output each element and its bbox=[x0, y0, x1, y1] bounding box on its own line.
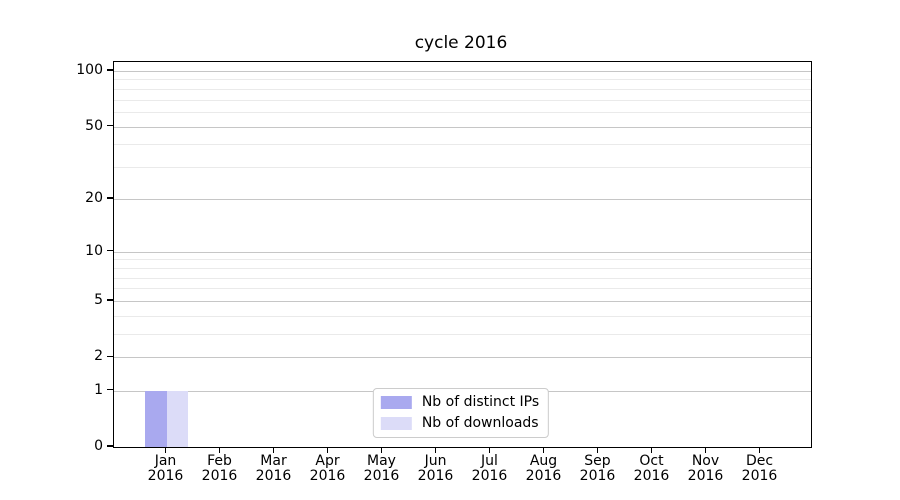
gridline-major bbox=[114, 357, 811, 359]
gridline-minor bbox=[114, 288, 811, 290]
y-tick bbox=[107, 388, 113, 391]
x-tick-label: Oct 2016 bbox=[633, 453, 670, 484]
y-tick-label: 2 bbox=[94, 348, 103, 365]
y-tick-label: 50 bbox=[85, 117, 103, 134]
bar bbox=[166, 390, 188, 447]
x-tick bbox=[326, 447, 329, 453]
y-tick-label: 20 bbox=[85, 189, 103, 206]
gridline-major bbox=[114, 251, 811, 253]
gridline-minor bbox=[114, 315, 811, 317]
y-tick bbox=[107, 299, 113, 301]
legend: Nb of distinct IPs Nb of downloads bbox=[372, 388, 550, 438]
y-tick-label: 100 bbox=[76, 62, 103, 78]
y-tick bbox=[107, 69, 113, 71]
gridline-minor bbox=[114, 88, 811, 90]
gridline-minor bbox=[114, 277, 811, 279]
legend-swatch bbox=[380, 396, 412, 409]
x-tick bbox=[434, 447, 437, 453]
x-tick-label: Feb 2016 bbox=[201, 453, 238, 484]
gridline-minor bbox=[114, 112, 811, 114]
legend-label: Nb of distinct IPs bbox=[421, 394, 540, 410]
legend-item: Nb of distinct IPs bbox=[380, 393, 540, 412]
x-tick-label: Dec 2016 bbox=[741, 453, 778, 484]
y-tick bbox=[107, 124, 113, 127]
x-tick-label: May 2016 bbox=[363, 453, 400, 484]
x-tick-label: Jan 2016 bbox=[147, 453, 184, 484]
x-tick-label: Nov 2016 bbox=[687, 453, 724, 484]
y-tick bbox=[107, 197, 113, 199]
y-tick-label: 0 bbox=[94, 438, 103, 454]
x-tick bbox=[380, 447, 383, 453]
gridline-major bbox=[114, 198, 811, 200]
gridline-minor bbox=[114, 259, 811, 261]
x-tick bbox=[164, 447, 167, 453]
gridline-major bbox=[114, 301, 811, 303]
x-tick bbox=[542, 447, 545, 453]
bars-layer bbox=[114, 62, 811, 447]
x-tick-label: Jul 2016 bbox=[471, 453, 508, 484]
x-tick-label: Aug 2016 bbox=[525, 453, 562, 484]
gridline-minor bbox=[114, 144, 811, 146]
y-tick-label: 1 bbox=[94, 381, 103, 398]
legend-swatch bbox=[380, 417, 412, 430]
x-tick-label: Sep 2016 bbox=[579, 453, 616, 484]
x-tick bbox=[650, 447, 653, 453]
gridline-minor bbox=[114, 79, 811, 81]
gridline-minor bbox=[114, 99, 811, 101]
x-tick bbox=[758, 447, 761, 453]
y-tick bbox=[107, 249, 113, 252]
gridline-minor bbox=[114, 267, 811, 269]
x-tick-label: Jun 2016 bbox=[417, 453, 454, 484]
gridline-major bbox=[114, 126, 811, 128]
y-tick-label: 10 bbox=[85, 242, 103, 259]
gridline-minor bbox=[114, 334, 811, 336]
x-tick bbox=[272, 447, 275, 453]
legend-label: Nb of downloads bbox=[421, 415, 539, 431]
gridline-minor bbox=[114, 167, 811, 169]
plot-area bbox=[113, 61, 812, 448]
chart-title: cycle 2016 bbox=[414, 33, 508, 53]
x-tick bbox=[488, 447, 491, 453]
x-tick bbox=[704, 447, 707, 453]
x-tick bbox=[596, 447, 599, 453]
y-tick-label: 5 bbox=[94, 292, 103, 309]
x-tick-label: Mar 2016 bbox=[255, 453, 292, 484]
x-tick bbox=[218, 447, 221, 453]
y-tick bbox=[107, 355, 113, 358]
bar bbox=[145, 390, 167, 447]
x-tick-label: Apr 2016 bbox=[309, 453, 346, 484]
gridline-major bbox=[114, 71, 811, 72]
legend-item: Nb of downloads bbox=[380, 414, 539, 433]
y-tick bbox=[107, 445, 113, 447]
